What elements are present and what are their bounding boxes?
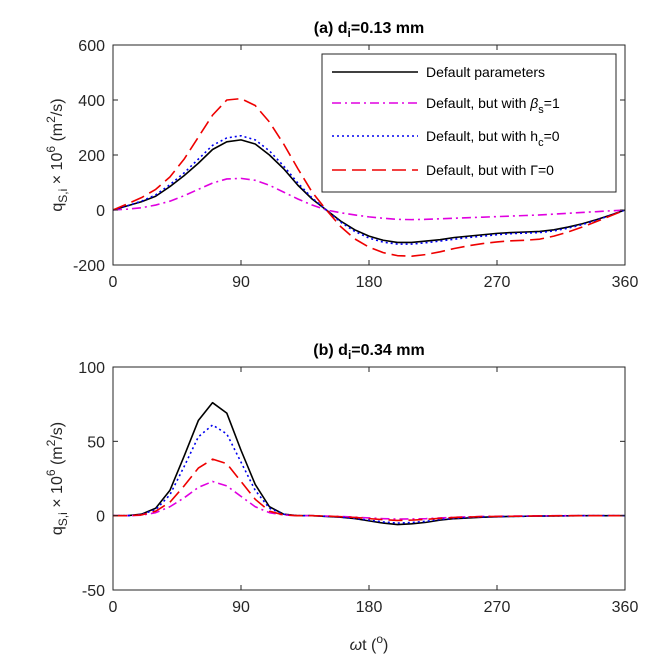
y-tick-label: 100 (78, 360, 105, 377)
series-line-2 (112, 134, 626, 245)
x-tick-label: 360 (612, 599, 639, 616)
legend-label-3: Default, but with Γ=0 (426, 162, 554, 178)
chart-title: (a) di=0.13 mm (314, 20, 425, 40)
y-tick-label: 400 (78, 93, 105, 110)
plot-area (113, 367, 625, 590)
chart-title: (b) di=0.34 mm (313, 342, 424, 362)
series-group (113, 401, 625, 526)
y-axis-label: qS,i × 106 (m2/s) (44, 98, 70, 211)
x-tick-label: 360 (612, 274, 639, 291)
legend-label-2: Default, but with hc=0 (426, 128, 560, 149)
x-axis-label: ωt (o) (350, 632, 389, 654)
series-line-2 (113, 424, 625, 524)
series-line-1 (112, 177, 626, 221)
series-group (112, 97, 626, 257)
x-tick-label: 270 (484, 274, 511, 291)
legend: Default parameters Default, but with βs=1… (321, 53, 617, 193)
x-tick-label: 90 (232, 599, 250, 616)
x-tick-label: 180 (356, 274, 383, 291)
legend-label-1: Default, but with βs=1 (426, 95, 560, 116)
series-line-3 (112, 97, 626, 257)
y-tick-label: 600 (78, 38, 105, 55)
y-tick-label: 0 (96, 203, 105, 220)
x-tick-label: 270 (484, 599, 511, 616)
y-tick-label: -50 (82, 583, 105, 600)
y-axis-label: qS,i × 106 (m2/s) (44, 422, 70, 535)
y-tick-label: 200 (78, 148, 105, 165)
y-tick-label: 50 (87, 434, 105, 451)
x-tick-label: 90 (232, 274, 250, 291)
x-tick-label: 180 (356, 599, 383, 616)
series-line-3 (113, 458, 625, 522)
y-tick-label: 0 (96, 509, 105, 526)
legend-label-0: Default parameters (426, 64, 545, 80)
series-line-0 (112, 139, 626, 244)
y-tick-label: -200 (73, 258, 105, 275)
x-tick-label: 0 (109, 274, 118, 291)
legend-box (321, 53, 617, 193)
x-tick-label: 0 (109, 599, 118, 616)
